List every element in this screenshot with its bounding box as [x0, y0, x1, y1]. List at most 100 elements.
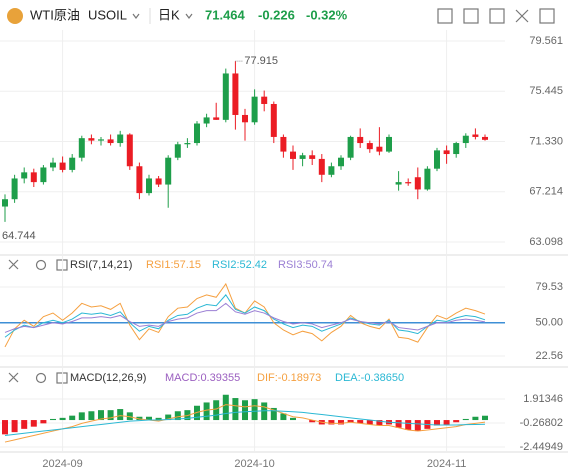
y-tick-label: -0.26802: [520, 417, 563, 429]
legend-entry: RSI1:57.15: [146, 259, 201, 271]
macd-bar: [2, 420, 8, 435]
macd-bar: [290, 417, 296, 421]
macd-bar: [395, 420, 402, 428]
legend-entry: DIF:-0.18973: [257, 372, 321, 384]
symbol: USOIL: [88, 7, 127, 22]
candle-body: [299, 155, 306, 159]
candle-body: [203, 117, 210, 124]
candle-body: [280, 136, 287, 152]
macd-bar: [174, 411, 181, 421]
macd-bar: [40, 420, 47, 424]
legend-entry: RSI2:52.42: [212, 259, 267, 271]
tool-icon[interactable]: [437, 8, 453, 24]
eye-icon[interactable]: [35, 372, 47, 384]
close-icon[interactable]: [8, 259, 19, 270]
macd-bar: [357, 420, 364, 424]
candle-body: [443, 150, 450, 155]
candle-body: [309, 155, 316, 159]
candle-body: [453, 143, 460, 155]
settings-icon[interactable]: [56, 259, 68, 271]
candle-body: [30, 172, 37, 183]
macd-bar: [165, 414, 172, 421]
candle-body: [136, 166, 143, 194]
candle-body: [40, 167, 47, 183]
y-tick-label: 22.56: [535, 350, 563, 362]
candle-body: [88, 138, 95, 141]
instrument-name[interactable]: WTI原油: [30, 7, 80, 22]
legend-entry: MACD:0.39355: [165, 372, 240, 384]
macd-bar: [11, 420, 18, 433]
candle-body: [174, 144, 181, 158]
tool-icon[interactable]: [489, 8, 505, 24]
macd-bar: [213, 400, 220, 421]
macd-bar: [59, 417, 66, 421]
macd-bar: [261, 402, 268, 421]
y-tick-label: 79.53: [535, 281, 563, 293]
candle-body: [21, 172, 28, 179]
macd-bar: [309, 420, 316, 423]
candle-body: [318, 158, 325, 175]
macd-bar: [184, 410, 191, 421]
settings-icon[interactable]: [56, 372, 68, 384]
eye-icon[interactable]: [35, 259, 47, 271]
rsi-header: RSI(7,14,21) RSI1:57.15 RSI2:52.42 RSI3:…: [8, 259, 333, 271]
indicator-title: MACD(12,26,9): [70, 372, 146, 384]
candle-body: [376, 146, 383, 152]
macd-bar: [251, 399, 258, 421]
tool-icon[interactable]: [539, 8, 555, 24]
candle-body: [126, 134, 133, 167]
close-icon[interactable]: [8, 372, 19, 383]
macd-bar: [443, 420, 450, 425]
tool-icon[interactable]: [463, 8, 479, 24]
candle-body: [98, 139, 104, 141]
candle-body: [290, 151, 296, 159]
candle-body: [213, 117, 220, 120]
macd-bar: [203, 402, 210, 421]
dropdown-icon[interactable]: [185, 13, 193, 19]
indicator-line: [4, 404, 486, 443]
y-tick-label: 1.91346: [523, 393, 563, 405]
change-pct: -0.32%: [306, 7, 348, 22]
candle-body: [405, 182, 412, 184]
macd-bar: [155, 417, 162, 421]
candle-body: [232, 73, 239, 115]
macd-bar: [280, 413, 287, 421]
period[interactable]: 日K: [158, 7, 180, 22]
macd-bar: [376, 420, 383, 426]
toolbar: WTI原油 USOIL 日K 71.464 -0.226 -0.32%: [7, 7, 555, 24]
macd-bar: [117, 409, 124, 421]
macd-bar: [126, 412, 133, 421]
candle-body: [386, 136, 392, 152]
tool-icon[interactable]: [515, 9, 529, 23]
macd-bar: [232, 398, 239, 421]
macd-bar: [78, 412, 85, 421]
candle-body: [78, 138, 85, 158]
macd-bar: [482, 415, 488, 421]
x-tick-label: 2024-09: [42, 458, 82, 470]
candle-body: [165, 157, 172, 185]
candle-body: [2, 199, 8, 207]
macd-bar: [270, 407, 277, 421]
candle-body: [194, 123, 200, 144]
candle-body: [462, 135, 469, 144]
candle-body: [242, 114, 248, 123]
candle-body: [395, 182, 402, 185]
dropdown-icon[interactable]: [132, 13, 140, 19]
candle-body: [482, 136, 488, 140]
candle-body: [424, 168, 431, 190]
y-tick-label: 75.445: [529, 85, 563, 97]
macd-bar: [453, 420, 460, 423]
candle-body: [11, 178, 18, 200]
indicator-line: [4, 410, 486, 436]
macd-bar: [328, 420, 335, 425]
candle-body: [261, 96, 268, 104]
candle-body: [338, 157, 344, 167]
y-tick-label: 71.330: [529, 135, 563, 147]
logo: [7, 8, 23, 24]
high-label: 77.915: [244, 55, 278, 67]
candle-body: [155, 178, 162, 185]
price: 71.464: [205, 7, 246, 22]
candle-body: [59, 162, 66, 170]
candle-body: [50, 162, 56, 168]
x-tick-label: 2024-10: [234, 458, 274, 470]
